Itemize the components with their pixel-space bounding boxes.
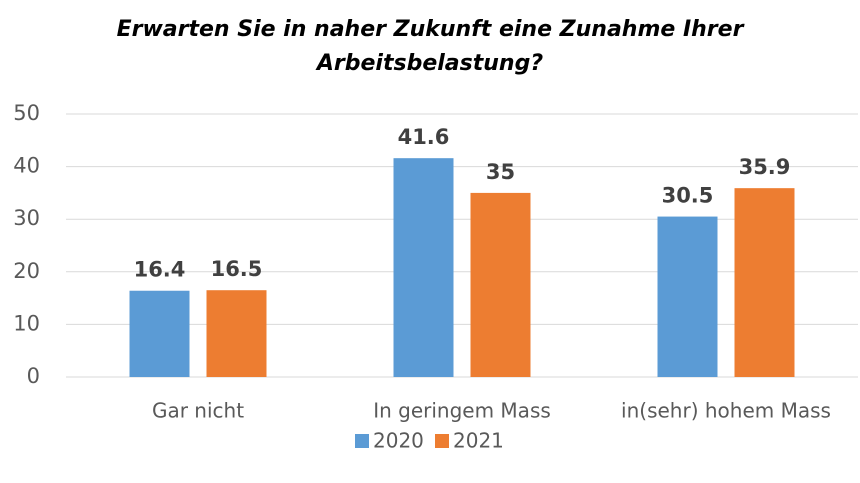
data-label: 41.6 <box>398 125 450 149</box>
x-tick-label: in(sehr) hohem Mass <box>621 399 831 423</box>
legend-label: 2020 <box>373 429 424 453</box>
legend-swatch <box>355 434 369 448</box>
data-label: 35 <box>486 160 515 184</box>
bar <box>657 216 718 377</box>
chart-title: Erwarten Sie in naher Zukunft eine Zunah… <box>117 17 745 42</box>
y-tick-label: 50 <box>13 101 40 125</box>
data-label: 30.5 <box>662 184 714 208</box>
y-tick-label: 40 <box>13 154 40 178</box>
y-tick-label: 0 <box>27 364 40 388</box>
x-tick-label: In geringem Mass <box>373 399 551 423</box>
x-tick-label: Gar nicht <box>152 399 244 423</box>
bar <box>393 158 454 377</box>
bar <box>206 290 267 377</box>
data-label: 16.5 <box>211 257 263 281</box>
bar <box>470 192 531 377</box>
y-tick-label: 20 <box>13 259 40 283</box>
legend-label: 2021 <box>453 429 504 453</box>
data-label: 35.9 <box>739 155 791 179</box>
y-tick-label: 30 <box>13 206 40 230</box>
legend-swatch <box>435 434 449 448</box>
y-tick-label: 10 <box>13 311 40 335</box>
data-label: 16.4 <box>134 258 186 282</box>
bar <box>734 188 795 377</box>
bar <box>129 290 190 377</box>
chart-title: Arbeitsbelastung? <box>315 51 543 76</box>
